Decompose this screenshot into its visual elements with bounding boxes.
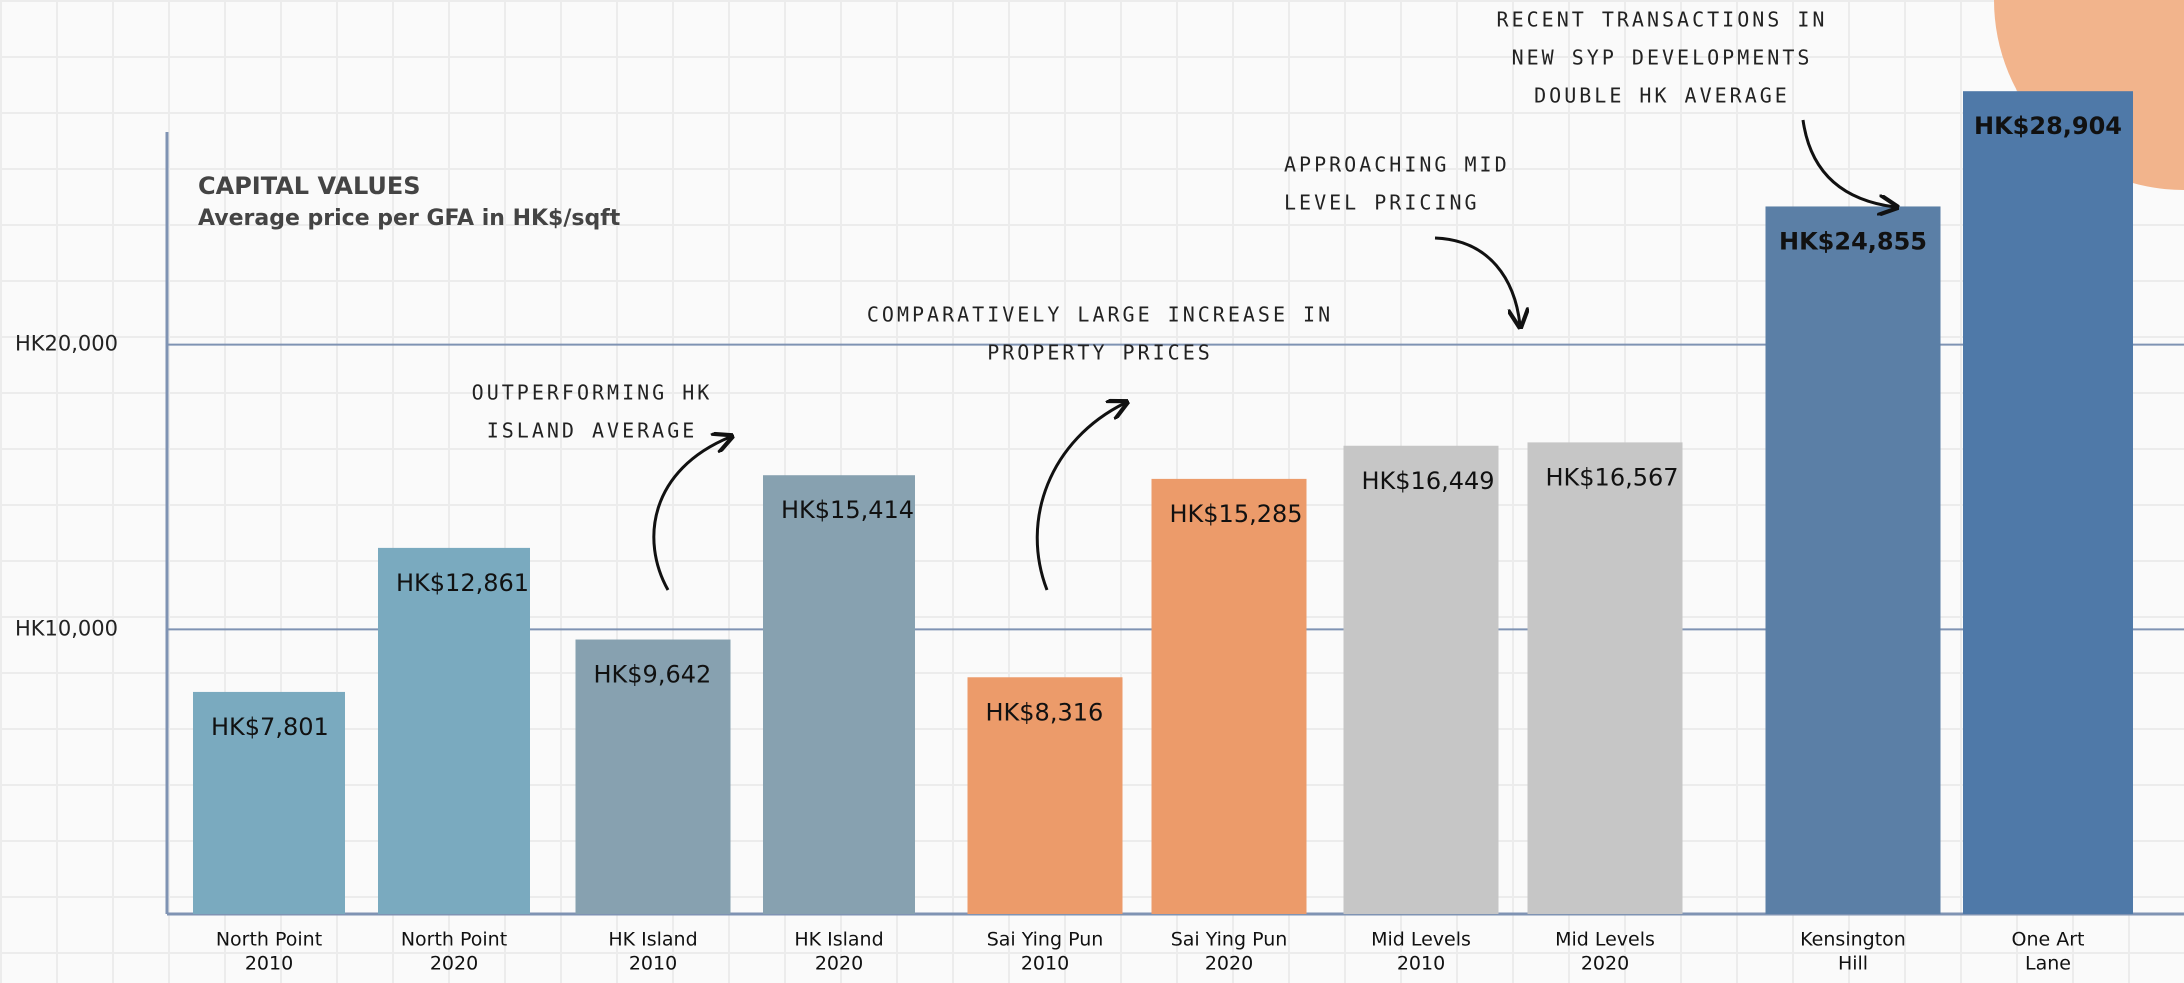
chart-subtitle: Average price per GFA in HK$/sqft bbox=[198, 206, 621, 231]
value-label: HK$28,904 bbox=[1974, 112, 2122, 140]
x-tick-label: HK Island bbox=[608, 929, 697, 951]
bar bbox=[1963, 91, 2133, 914]
value-label: HK$16,567 bbox=[1546, 463, 1679, 491]
x-tick-label: 2020 bbox=[1205, 953, 1253, 975]
annotation: OUTPERFORMING HK bbox=[472, 381, 713, 405]
bar bbox=[1343, 445, 1499, 914]
x-tick-label: Hill bbox=[1838, 953, 1868, 975]
x-tick-label: 2010 bbox=[1021, 953, 1069, 975]
value-label: HK$8,316 bbox=[986, 698, 1104, 726]
annotation: ISLAND AVERAGE bbox=[487, 419, 698, 443]
value-label: HK$7,801 bbox=[211, 713, 329, 741]
bar bbox=[193, 691, 345, 914]
arrow bbox=[1035, 403, 1125, 591]
x-tick-label: Kensington bbox=[1800, 929, 1906, 951]
bar bbox=[967, 677, 1123, 914]
annotation: COMPARATIVELY LARGE INCREASE IN bbox=[867, 303, 1333, 327]
bar bbox=[575, 639, 731, 914]
bar bbox=[1151, 478, 1307, 914]
value-label: HK$9,642 bbox=[594, 661, 712, 689]
chart-title: CAPITAL VALUES bbox=[198, 172, 421, 200]
x-tick-label: Mid Levels bbox=[1555, 929, 1655, 951]
x-tick-label: 2020 bbox=[430, 953, 478, 975]
arrow bbox=[1434, 236, 1520, 325]
value-label: HK$24,855 bbox=[1779, 227, 1927, 255]
y-tick-label: HK20,000 bbox=[15, 332, 118, 356]
annotation: PROPERTY PRICES bbox=[987, 341, 1213, 365]
annotation: NEW SYP DEVELOPMENTS bbox=[1512, 46, 1813, 70]
x-tick-label: 2010 bbox=[245, 953, 293, 975]
x-tick-label: Lane bbox=[2025, 953, 2071, 975]
arrow bbox=[652, 437, 730, 591]
bar bbox=[763, 475, 915, 914]
x-tick-label: North Point bbox=[401, 929, 507, 951]
y-tick-label: HK10,000 bbox=[15, 616, 118, 640]
value-label: HK$15,414 bbox=[781, 496, 914, 524]
x-tick-label: North Point bbox=[216, 929, 322, 951]
x-tick-label: One Art bbox=[2012, 929, 2085, 951]
arrow bbox=[1801, 119, 1895, 207]
annotation: DOUBLE HK AVERAGE bbox=[1534, 84, 1790, 108]
x-tick-label: 2010 bbox=[1397, 953, 1445, 975]
annotation: RECENT TRANSACTIONS IN bbox=[1497, 8, 1828, 32]
bar bbox=[1765, 206, 1941, 914]
bar bbox=[378, 547, 530, 914]
x-tick-label: 2010 bbox=[629, 953, 677, 975]
x-tick-label: 2020 bbox=[815, 953, 863, 975]
bars bbox=[193, 91, 2133, 914]
value-label: HK$15,285 bbox=[1170, 500, 1303, 528]
annotation: LEVEL PRICING bbox=[1284, 191, 1480, 215]
x-tick-label: 2020 bbox=[1581, 953, 1629, 975]
x-tick-label: Sai Ying Pun bbox=[987, 929, 1104, 951]
x-tick-label: Mid Levels bbox=[1371, 929, 1471, 951]
x-tick-label: Sai Ying Pun bbox=[1171, 929, 1288, 951]
value-label: HK$12,861 bbox=[396, 569, 529, 597]
value-label: HK$16,449 bbox=[1362, 467, 1495, 495]
x-tick-label: HK Island bbox=[794, 929, 883, 951]
bar bbox=[1527, 442, 1683, 914]
annotation: APPROACHING MID bbox=[1284, 153, 1510, 177]
